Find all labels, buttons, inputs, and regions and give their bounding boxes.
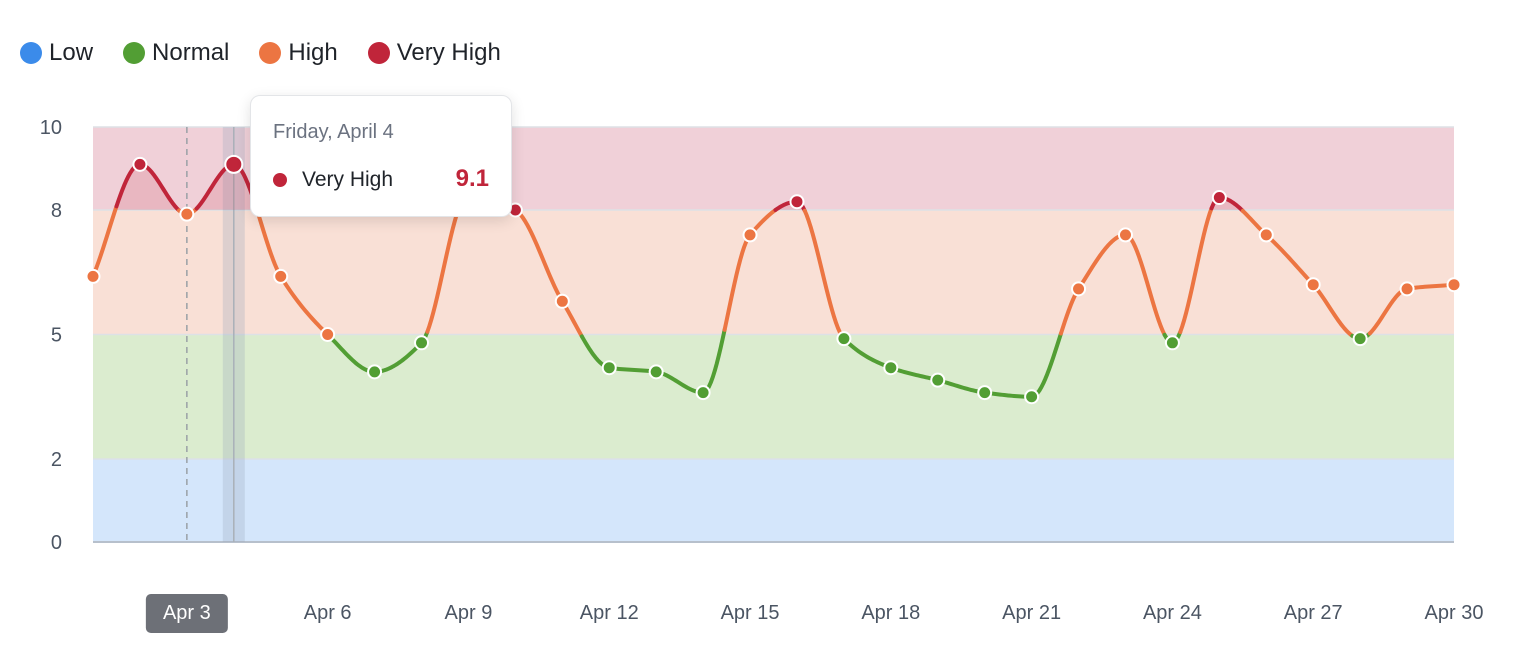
y-axis: 0 2 5 8 10 — [40, 117, 62, 554]
data-point-apr-30 — [1446, 277, 1462, 293]
y-tick-label: 5 — [51, 325, 62, 347]
series-line-high — [425, 206, 461, 334]
x-tick-label: Apr 9 — [445, 602, 493, 624]
data-point-apr-26 — [1258, 227, 1274, 243]
y-tick-label: 10 — [40, 117, 62, 139]
data-point-apr-24 — [1164, 335, 1180, 351]
band-low — [93, 459, 1454, 542]
data-point-apr-12 — [601, 360, 617, 376]
data-point-apr-23 — [1117, 227, 1133, 243]
x-tick-label: Apr 27 — [1284, 602, 1343, 624]
data-point-apr-21 — [1024, 389, 1040, 405]
data-point-apr-29 — [1399, 281, 1415, 297]
data-point-apr-19 — [930, 372, 946, 388]
legend-label-normal: Normal — [152, 39, 230, 66]
very-high-fill — [196, 164, 256, 210]
x-tick-label: Apr 15 — [721, 602, 780, 624]
tooltip: Friday, April 4 Very High 9.1 — [250, 95, 512, 217]
data-point-apr-25 — [1211, 190, 1227, 206]
data-point-apr-7 — [367, 364, 383, 380]
very-high-fill — [116, 164, 178, 210]
x-tick-label: Apr 30 — [1425, 602, 1484, 624]
data-point-apr-4 — [224, 154, 244, 174]
data-point-apr-14 — [695, 385, 711, 401]
x-tick-label: Apr 24 — [1143, 602, 1202, 624]
legend-dot-very-high — [367, 42, 390, 64]
y-tick-label: 2 — [51, 449, 62, 471]
data-point-apr-2 — [132, 156, 148, 172]
data-point-apr-28 — [1352, 331, 1368, 347]
series-line-high — [515, 209, 584, 339]
series-line-high — [91, 204, 119, 279]
series-line-high — [255, 208, 332, 339]
tooltip-level: Very High — [302, 168, 394, 191]
data-point-apr-5 — [273, 268, 289, 284]
data-point-apr-22 — [1071, 281, 1087, 297]
data-point-apr-1 — [85, 268, 101, 284]
legend-item-very-high[interactable]: Very High — [367, 39, 501, 67]
data-point-apr-15 — [742, 227, 758, 243]
data-point-apr-11 — [554, 293, 570, 309]
data-point-apr-3 — [179, 206, 195, 222]
legend-item-high[interactable]: High — [259, 39, 338, 67]
data-point-apr-27 — [1305, 277, 1321, 293]
tooltip-date: Friday, April 4 — [273, 121, 394, 143]
series-line-high — [1178, 206, 1214, 335]
legend-item-normal[interactable]: Normal — [123, 39, 229, 67]
x-tick-label: Apr 18 — [861, 602, 920, 624]
x-tick-label: Apr 12 — [580, 602, 639, 624]
data-point-apr-18 — [883, 360, 899, 376]
legend-item-low[interactable]: Low — [20, 39, 93, 67]
data-point-apr-16 — [789, 194, 805, 210]
x-tick-highlight — [145, 594, 228, 633]
tooltip-dot — [273, 173, 287, 187]
legend-label-low: Low — [49, 39, 94, 66]
data-point-apr-13 — [648, 364, 664, 380]
data-point-apr-17 — [836, 331, 852, 347]
data-point-apr-20 — [977, 385, 993, 401]
x-tick-label: Apr 6 — [304, 602, 352, 624]
legend: Low Normal High Very High — [20, 36, 531, 70]
x-axis: Apr 3 Apr 6 Apr 9 Apr 12 Apr 15 Apr 18 Apr 21 A… — [145, 594, 1484, 633]
legend-dot-high — [259, 42, 282, 64]
data-point-apr-6 — [320, 327, 336, 342]
legend-label-high: High — [288, 39, 338, 66]
x-tick-label: Apr 3 — [163, 602, 211, 624]
tooltip-value: 9.1 — [455, 165, 489, 192]
legend-dot-low — [20, 42, 42, 64]
chart-markers — [186, 127, 245, 542]
x-tick-label: Apr 21 — [1002, 602, 1061, 624]
series-line-high — [802, 208, 844, 339]
series-line-very-high — [114, 162, 182, 213]
y-tick-label: 0 — [51, 532, 62, 554]
data-point-apr-8 — [414, 335, 430, 351]
y-tick-label: 8 — [51, 200, 62, 222]
band-high — [93, 210, 1454, 335]
legend-dot-normal — [123, 42, 146, 64]
legend-label-very-high: Very High — [396, 39, 501, 66]
band-normal — [93, 334, 1454, 459]
